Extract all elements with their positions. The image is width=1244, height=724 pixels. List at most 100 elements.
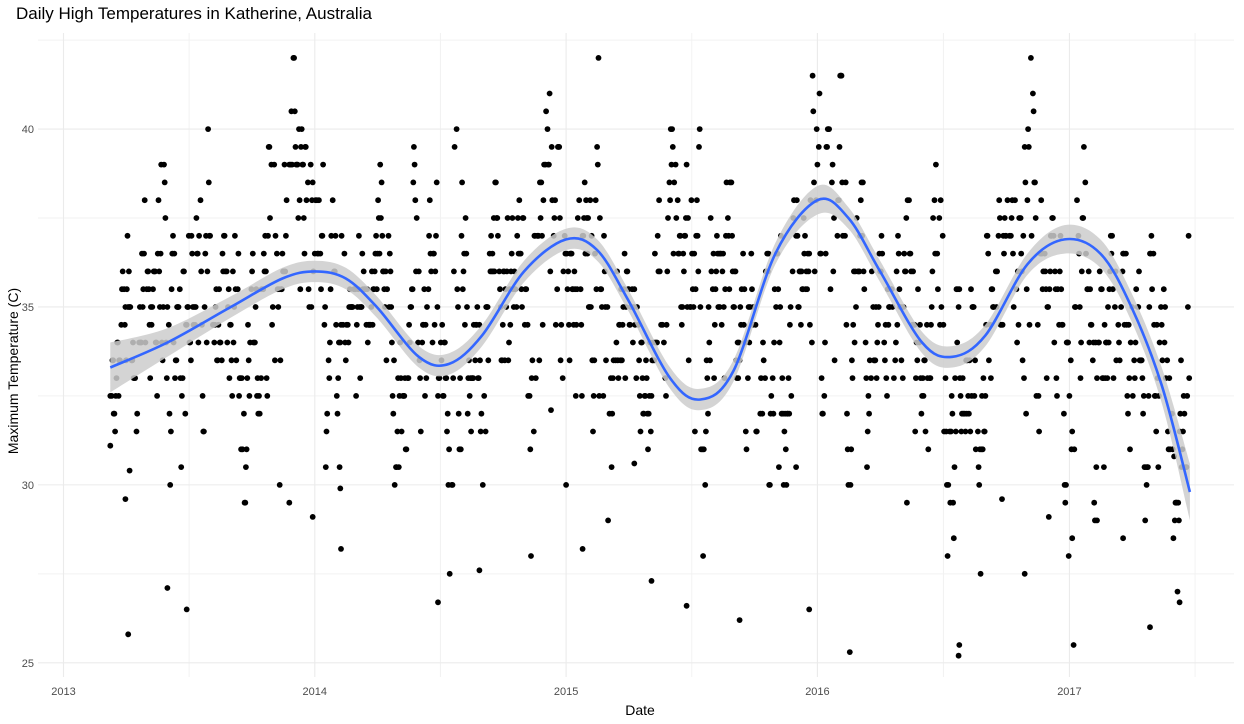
data-point bbox=[577, 286, 584, 293]
data-point bbox=[496, 268, 503, 275]
data-point bbox=[297, 286, 304, 293]
y-tick-label: 30 bbox=[22, 480, 34, 492]
data-point bbox=[378, 179, 385, 186]
data-point bbox=[643, 357, 649, 364]
data-point bbox=[883, 375, 890, 381]
data-point bbox=[459, 286, 466, 293]
x-tick-label: 2015 bbox=[554, 686, 578, 698]
data-point bbox=[439, 321, 446, 328]
data-point bbox=[1047, 268, 1054, 275]
data-point bbox=[958, 428, 965, 435]
data-point bbox=[843, 321, 850, 328]
data-point bbox=[740, 250, 746, 257]
data-point bbox=[283, 197, 290, 204]
data-point bbox=[529, 357, 536, 364]
data-point bbox=[161, 161, 167, 168]
data-point bbox=[952, 428, 959, 435]
data-point bbox=[1164, 357, 1171, 364]
data-point bbox=[685, 357, 692, 364]
data-point bbox=[1142, 517, 1149, 524]
data-point bbox=[196, 232, 203, 239]
data-point bbox=[246, 393, 253, 399]
data-point bbox=[463, 250, 470, 257]
data-point bbox=[1065, 339, 1071, 346]
data-point bbox=[753, 428, 760, 435]
data-point bbox=[526, 393, 533, 399]
data-point bbox=[401, 393, 408, 399]
data-point bbox=[1127, 339, 1134, 346]
data-point bbox=[344, 321, 351, 328]
data-point bbox=[668, 161, 675, 168]
data-points bbox=[107, 55, 1193, 659]
data-point bbox=[558, 321, 565, 328]
data-point bbox=[979, 446, 986, 453]
data-point bbox=[914, 357, 921, 364]
data-point bbox=[411, 161, 418, 168]
data-point bbox=[1061, 410, 1067, 417]
data-point bbox=[873, 375, 880, 381]
data-point bbox=[864, 464, 870, 470]
data-point bbox=[1052, 268, 1058, 275]
data-point bbox=[776, 339, 783, 346]
data-point bbox=[230, 268, 236, 275]
data-point bbox=[737, 304, 744, 310]
data-point bbox=[692, 286, 699, 293]
data-point bbox=[705, 410, 711, 417]
data-point bbox=[1096, 339, 1102, 346]
data-point bbox=[156, 268, 163, 275]
data-point bbox=[265, 232, 271, 239]
data-point bbox=[1129, 393, 1136, 399]
data-point bbox=[1125, 321, 1132, 328]
data-point bbox=[1174, 588, 1181, 595]
data-point bbox=[338, 232, 345, 239]
data-point bbox=[328, 232, 335, 239]
data-point bbox=[597, 215, 603, 221]
data-point bbox=[999, 321, 1006, 328]
data-point bbox=[342, 357, 349, 364]
data-point bbox=[594, 161, 601, 168]
data-point bbox=[489, 250, 496, 257]
x-axis-title: Date bbox=[625, 702, 655, 718]
data-point bbox=[716, 304, 723, 310]
data-point bbox=[714, 232, 720, 239]
data-point bbox=[645, 446, 651, 453]
data-point bbox=[588, 304, 594, 310]
data-point bbox=[1185, 304, 1191, 310]
data-point bbox=[975, 464, 982, 470]
data-point bbox=[1062, 499, 1069, 506]
data-point bbox=[160, 304, 167, 310]
data-point bbox=[728, 179, 735, 186]
data-point bbox=[493, 179, 499, 186]
data-point bbox=[230, 339, 237, 346]
data-point bbox=[643, 375, 650, 381]
data-point bbox=[336, 464, 343, 470]
data-point bbox=[1008, 215, 1015, 221]
data-point bbox=[188, 232, 195, 239]
data-point bbox=[985, 250, 992, 257]
data-point bbox=[691, 250, 698, 257]
data-point bbox=[207, 232, 214, 239]
data-point bbox=[1058, 286, 1065, 293]
data-point bbox=[123, 286, 130, 293]
data-point bbox=[1026, 321, 1033, 328]
data-point bbox=[1158, 321, 1165, 328]
data-point bbox=[706, 339, 713, 346]
data-point bbox=[663, 321, 670, 328]
x-tick-label: 2016 bbox=[805, 686, 829, 698]
data-point bbox=[594, 144, 600, 150]
data-point bbox=[410, 179, 417, 186]
data-point bbox=[581, 179, 588, 186]
data-point bbox=[122, 496, 129, 502]
data-point bbox=[1022, 179, 1029, 186]
data-point bbox=[470, 375, 477, 381]
data-point bbox=[935, 286, 941, 293]
data-point bbox=[1166, 375, 1173, 381]
data-point bbox=[633, 375, 640, 381]
data-point bbox=[162, 215, 169, 221]
data-point bbox=[590, 393, 597, 399]
data-point bbox=[333, 321, 339, 328]
data-point bbox=[1008, 232, 1014, 239]
data-point bbox=[1143, 482, 1150, 488]
data-point bbox=[1186, 375, 1193, 381]
data-point bbox=[172, 375, 178, 381]
